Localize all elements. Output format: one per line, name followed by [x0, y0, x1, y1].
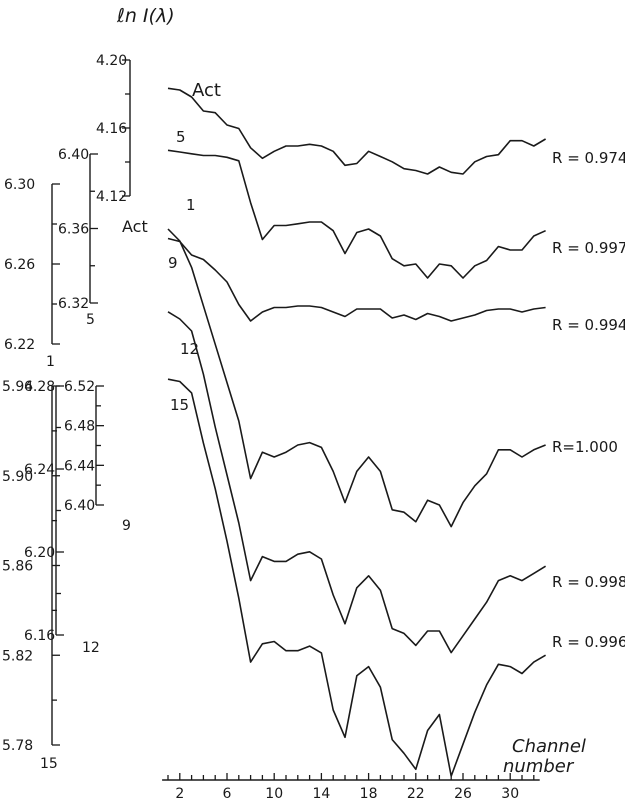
y-tick-label: 6.32	[58, 296, 89, 312]
series-label-5: 5	[176, 128, 186, 146]
y-tick-label: 4.12	[96, 189, 127, 205]
y-tick-label: 5.82	[2, 648, 33, 664]
y-tick-label: 5.86	[2, 559, 33, 575]
y-tick-label: 6.36	[58, 222, 89, 238]
series-line-15	[167, 378, 547, 777]
y-tick-label: 6.22	[4, 337, 35, 353]
y-tick-label: 6.40	[64, 498, 95, 514]
series-label-1: 1	[186, 196, 196, 214]
series-label-Act: Act	[192, 80, 221, 101]
series-line-1	[167, 237, 546, 322]
x-tick-label: 14	[312, 786, 330, 802]
r-value-label-12: R = 0.998	[552, 573, 625, 591]
y-axis-name-5: 12	[82, 640, 100, 656]
y-axis-title: ℓn I(λ)	[116, 5, 175, 27]
r-value-label-9: R=1.000	[552, 438, 618, 456]
x-axis-title-line2: number	[503, 756, 575, 777]
x-tick-label: 6	[223, 786, 232, 802]
y-tick-label: 5.90	[2, 469, 33, 485]
series-line-12	[167, 311, 547, 654]
y-tick-label: 6.30	[4, 177, 35, 193]
left-axes-group: 4.20 4.16 4.12 6.40 6.36 6.325 6.30 6.26 6.22 1 6.…	[2, 53, 148, 772]
y-tick-label: 6.40	[58, 147, 89, 163]
y-tick-label: 6.52	[64, 379, 95, 395]
y-tick-label: 4.16	[96, 121, 127, 137]
y-tick-label: 4.20	[96, 53, 127, 69]
series-label-9: 9	[168, 254, 178, 272]
x-tick-label: 26	[454, 786, 472, 802]
r-value-label-1: R = 0.994	[552, 316, 625, 334]
y-tick-label: 6.48	[64, 419, 95, 435]
series-label-15: 15	[170, 396, 189, 414]
y-axis-name-2: 5	[86, 312, 95, 328]
y-tick-label: 5.94	[2, 379, 33, 395]
y-tick-label: 6.20	[24, 545, 55, 561]
x-tick-label: 10	[265, 786, 283, 802]
r-value-label-5: R = 0.997	[552, 239, 625, 257]
series-line-9	[167, 228, 546, 528]
x-axis-group: 2 6 10 14 18 22 26 30	[162, 773, 540, 802]
x-tick-label: 18	[360, 786, 378, 802]
r-value-label-Act: R = 0.974	[552, 149, 625, 167]
y-tick-label: 6.16	[24, 628, 55, 644]
series-line-Act	[167, 87, 547, 175]
series-label-12: 12	[180, 340, 199, 358]
y-tick-label: 6.26	[4, 257, 35, 273]
y-axis-name-3: 1	[46, 354, 55, 370]
y-tick-label: 6.44	[64, 458, 95, 474]
series-group: Act R = 0.974 5 R = 0.997 1 R = 0.994 9 R=1.000…	[167, 80, 625, 777]
x-tick-label: 22	[407, 786, 425, 802]
x-axis-title-line1: Channel	[512, 736, 586, 757]
x-tick-label: 2	[175, 786, 184, 802]
y-tick-label: 6.28	[24, 379, 55, 395]
series-line-5	[167, 149, 546, 279]
y-axis-name-act: Act	[122, 217, 148, 236]
y-tick-label: 5.78	[2, 738, 33, 754]
r-value-label-15: R = 0.996	[552, 633, 625, 651]
y-axis-name-4: 9	[122, 518, 131, 534]
x-tick-label: 30	[501, 786, 519, 802]
y-tick-label: 6.24	[24, 462, 55, 478]
y-axis-name-6: 15	[40, 756, 58, 772]
